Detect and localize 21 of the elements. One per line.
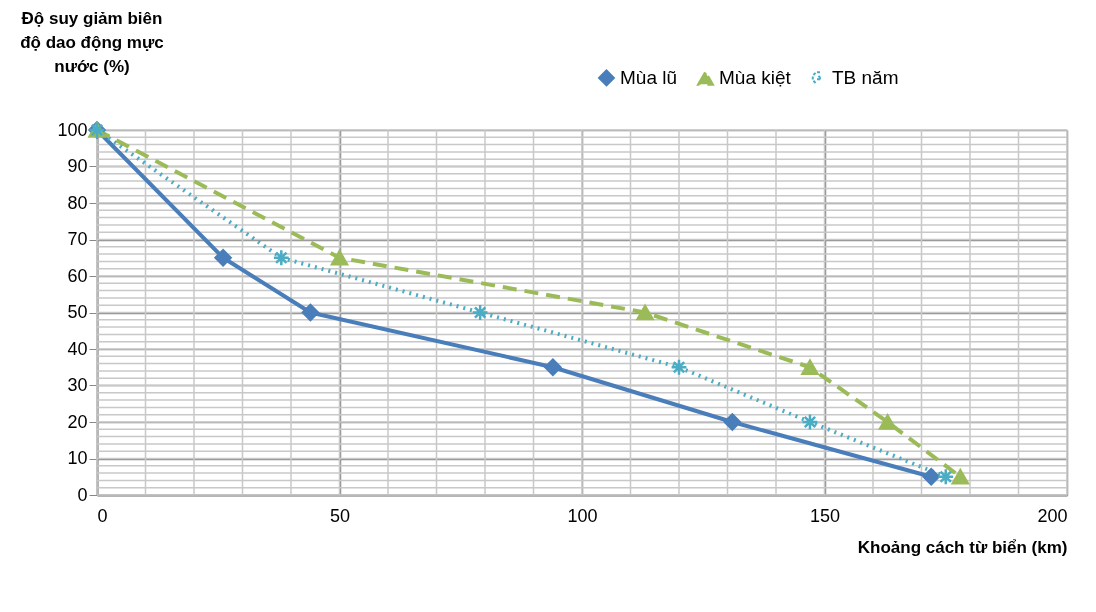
y-tick-label: 40 xyxy=(67,338,88,359)
y-tick-label: 90 xyxy=(67,156,88,176)
y-tick-label: 100 xyxy=(57,119,88,140)
x-axis-title: Khoảng cách từ biển (km) xyxy=(857,537,1068,557)
y-tick-label: 20 xyxy=(67,411,88,432)
x-tick-label: 200 xyxy=(1037,505,1068,526)
legend-label: Mùa lũ xyxy=(620,66,678,88)
legend-label: Mùa kiệt xyxy=(719,67,792,89)
legend-label: TB năm xyxy=(832,66,899,88)
y-tick-label: 30 xyxy=(67,375,88,395)
x-tick-label: 0 xyxy=(97,505,108,526)
x-tick-label: 100 xyxy=(567,505,598,526)
y-tick-label: 50 xyxy=(67,302,88,322)
y-tick-label: 0 xyxy=(77,484,88,505)
y-tick-label: 80 xyxy=(67,192,88,213)
x-tick-label: 50 xyxy=(329,505,351,526)
chart-title: Độ suy giảm biên độ dao động mực nước (%) xyxy=(20,9,164,76)
x-tick-label: 150 xyxy=(809,505,841,526)
y-tick-label: 10 xyxy=(67,448,88,468)
y-tick-label: 70 xyxy=(67,229,88,249)
y-tick-label: 60 xyxy=(67,265,88,286)
